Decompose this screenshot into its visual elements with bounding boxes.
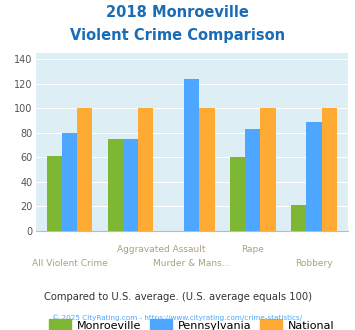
Bar	[47, 156, 62, 231]
Text: Aggravated Assault: Aggravated Assault	[117, 245, 206, 254]
Bar	[306, 122, 322, 231]
Bar	[291, 205, 306, 231]
Bar	[62, 133, 77, 231]
Text: Robbery: Robbery	[295, 259, 333, 268]
Text: Violent Crime Comparison: Violent Crime Comparison	[70, 28, 285, 43]
Text: Compared to U.S. average. (U.S. average equals 100): Compared to U.S. average. (U.S. average …	[44, 292, 311, 302]
Bar	[184, 79, 200, 231]
Bar	[108, 139, 123, 231]
Bar	[245, 129, 261, 231]
Text: Rape: Rape	[241, 245, 264, 254]
Bar	[123, 139, 138, 231]
Bar	[138, 108, 153, 231]
Text: 2018 Monroeville: 2018 Monroeville	[106, 5, 249, 20]
Text: © 2025 CityRating.com - https://www.cityrating.com/crime-statistics/: © 2025 CityRating.com - https://www.city…	[53, 314, 302, 321]
Bar	[200, 108, 215, 231]
Bar	[230, 157, 245, 231]
Bar	[261, 108, 276, 231]
Text: All Violent Crime: All Violent Crime	[32, 259, 107, 268]
Bar	[77, 108, 92, 231]
Legend: Monroeville, Pennsylvania, National: Monroeville, Pennsylvania, National	[44, 315, 339, 330]
Text: Murder & Mans...: Murder & Mans...	[153, 259, 230, 268]
Bar	[322, 108, 337, 231]
